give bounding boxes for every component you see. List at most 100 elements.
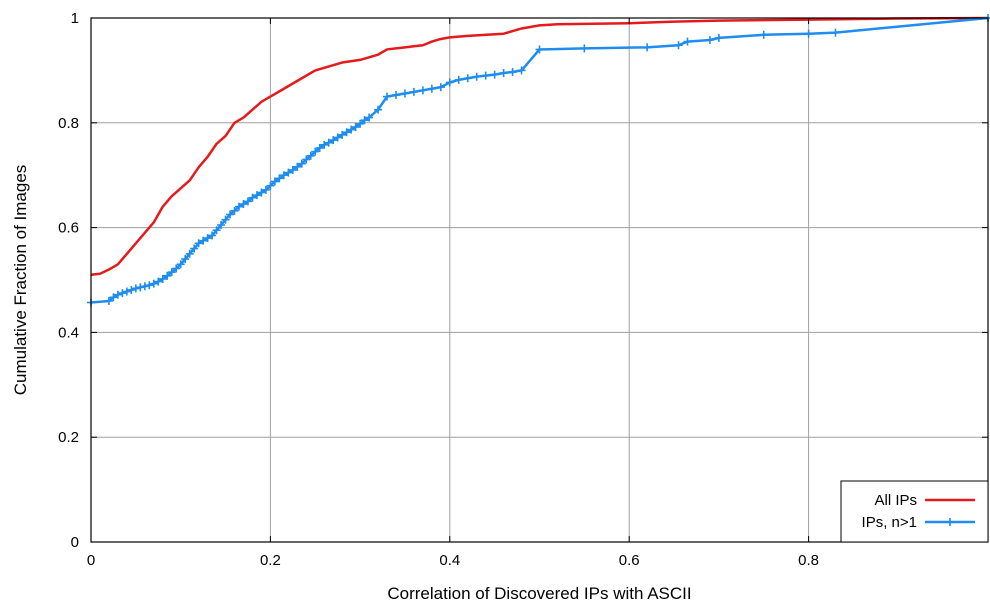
series-1-point-6 [127,285,136,294]
x-axis-label: Correlation of Discovered IPs with ASCII [387,584,691,603]
series-1-point-62 [391,91,400,100]
legend-plus-marker [946,518,954,526]
series-1-point-32 [243,197,252,206]
legend-box [840,480,989,543]
series-1-point-61 [383,92,392,101]
series-1-point-27 [221,215,230,224]
series-1-point-64 [409,87,418,96]
series-1-point-10 [145,281,154,290]
series-1-point-33 [248,193,257,202]
series-1-point-39 [275,174,284,183]
series-1-point-5 [122,287,131,296]
series-1-point-76 [517,66,526,75]
y-tick-label-1: 0.2 [58,429,79,446]
series-1-point-26 [217,220,226,229]
series-1-point-36 [261,185,270,194]
series-1-point-82 [705,36,714,45]
series-1-point-18 [181,255,190,264]
series-1-point-45 [302,155,311,164]
x-tick-label-3: 0.6 [619,552,640,569]
series-1-point-57 [356,119,365,128]
series-1-point-85 [804,29,813,38]
series-1-point-67 [436,83,445,92]
series-1-point-60 [374,105,383,114]
series-1-point-31 [239,200,248,209]
series-1-point-11 [149,279,158,288]
series-1-point-35 [257,188,266,197]
series-1-point-73 [490,70,499,79]
series-1-point-12 [154,277,163,286]
series-1-point-44 [297,159,306,168]
series-1-point-21 [194,239,203,248]
series-1-point-46 [306,151,315,160]
series-1-point-24 [208,231,217,240]
series-layer [87,14,990,307]
y-tick-label-4: 0.8 [58,115,79,132]
y-tick-label-5: 1 [71,10,79,27]
series-1-point-81 [683,37,692,46]
series-1-point-47 [311,147,320,156]
series-1-point-71 [472,72,481,81]
series-markers-1 [87,14,990,307]
series-1-point-78 [580,44,589,53]
legend-marker-ips-n-gt-1 [946,518,954,526]
series-1-point-56 [351,122,360,131]
series-1-point-86 [831,28,840,37]
series-1-point-52 [333,133,342,142]
series-1-point-25 [212,226,221,235]
series-1-point-34 [252,191,261,200]
series-1-point-2 [109,293,118,302]
series-line-0 [90,16,989,277]
series-1-point-54 [342,128,351,137]
series-1-point-23 [203,234,212,243]
series-1-point-48 [315,143,324,152]
series-1-point-29 [230,206,239,215]
series-1-point-7 [131,284,140,293]
series-1-point-28 [226,210,235,219]
series-1-point-17 [176,260,185,269]
series-1-point-65 [418,86,427,95]
series-1-point-70 [463,74,472,83]
series-1-point-1 [104,296,113,305]
series-1-point-38 [270,177,279,186]
series-1-point-14 [163,271,172,280]
plot-frame [90,17,989,543]
series-1-point-41 [284,168,293,177]
series-1-point-16 [172,264,181,273]
y-tick-label-2: 0.4 [58,324,79,341]
series-1-point-66 [427,84,436,93]
series-1-point-72 [481,71,490,80]
series-line-1 [90,16,989,304]
series-1-point-43 [293,162,302,171]
series-1-point-79 [643,43,652,52]
series-1-point-15 [167,268,176,277]
series-1-point-20 [190,244,199,253]
series-1-point-74 [499,69,508,78]
series-1-point-55 [347,125,356,134]
axis-ticks: 0 0.2 0.4 0.6 0.8 0 0.2 0.4 0.6 0.8 1 [58,10,988,569]
series-1-point-84 [759,30,768,39]
series-1-point-63 [400,89,409,98]
series-1-point-59 [365,113,374,122]
series-1-point-50 [324,138,333,147]
series-1-point-58 [360,116,369,125]
x-tick-label-1: 0.2 [260,552,281,569]
legend-label-ips-n-gt-1: IPs, n>1 [862,514,917,531]
series-1-point-68 [445,78,454,87]
series-1-point-8 [136,283,145,292]
series-1-point-9 [140,282,149,291]
series-1-point-77 [535,45,544,54]
y-tick-label-0: 0 [71,534,79,551]
series-1-point-3 [113,290,122,299]
legend-label-all-ips: All IPs [874,492,917,509]
series-1-point-49 [320,140,329,149]
x-tick-label-0: 0 [87,552,95,569]
series-1-point-53 [338,130,347,139]
series-1-point-37 [266,181,275,190]
legend: All IPs IPs, n>1 [840,480,989,543]
x-tick-label-4: 0.8 [798,552,819,569]
series-1-point-40 [279,171,288,180]
series-1-point-51 [329,136,338,145]
